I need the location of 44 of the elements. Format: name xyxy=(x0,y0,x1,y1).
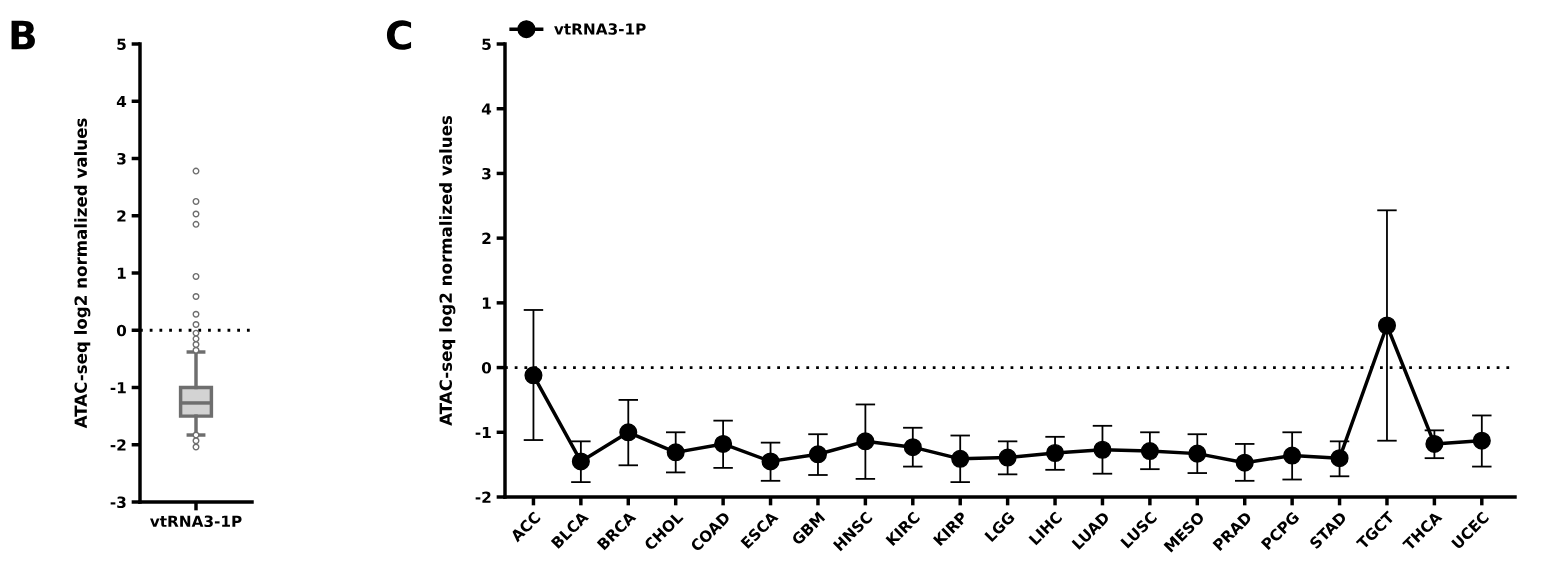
point xyxy=(666,443,685,462)
y-tick-label: -3 xyxy=(110,496,126,509)
point xyxy=(1377,316,1397,335)
point xyxy=(714,434,733,453)
point xyxy=(998,448,1017,467)
point xyxy=(1235,453,1254,472)
point xyxy=(1472,431,1491,450)
point xyxy=(1425,434,1444,453)
y-tick-label: 0 xyxy=(116,324,127,337)
legend-label: vtRNA3-1P xyxy=(554,23,646,35)
y-tick-label: 4 xyxy=(481,103,492,115)
point xyxy=(571,452,590,471)
point xyxy=(1140,442,1159,461)
point xyxy=(903,438,922,457)
y-tick-label: -2 xyxy=(110,439,126,451)
point xyxy=(808,445,827,464)
point xyxy=(524,366,543,385)
y-tick-label: 1 xyxy=(117,267,126,279)
point xyxy=(1093,440,1112,459)
y-tick-label: -2 xyxy=(475,491,491,503)
y-tick-label: 3 xyxy=(482,167,491,180)
y-tick-label: 5 xyxy=(482,38,491,51)
point xyxy=(951,449,970,468)
point xyxy=(1188,444,1207,463)
y-tick-label: -1 xyxy=(110,382,126,394)
point xyxy=(856,432,875,451)
chart-title: B xyxy=(11,20,35,50)
y-tick-label: 2 xyxy=(117,210,126,222)
point xyxy=(1330,449,1349,468)
y-axis-title: ATAC-seq log2 normalized values xyxy=(439,115,456,426)
y-tick-label: 1 xyxy=(482,297,491,309)
point xyxy=(1046,443,1065,463)
point xyxy=(1283,446,1302,465)
point xyxy=(619,423,638,442)
y-tick-label: 2 xyxy=(482,232,491,244)
y-tick-label: 0 xyxy=(481,362,492,374)
point xyxy=(761,452,780,471)
y-tick-label: 4 xyxy=(116,95,127,108)
y-tick-label: 5 xyxy=(117,38,126,51)
x-tick-label: vtRNA3-1P xyxy=(150,515,242,528)
y-axis-title: ATAC-seq log2 normalized values xyxy=(74,118,91,429)
chart-title: C xyxy=(386,20,412,50)
y-tick-label: -1 xyxy=(475,426,491,439)
y-tick-label: 3 xyxy=(117,152,126,165)
